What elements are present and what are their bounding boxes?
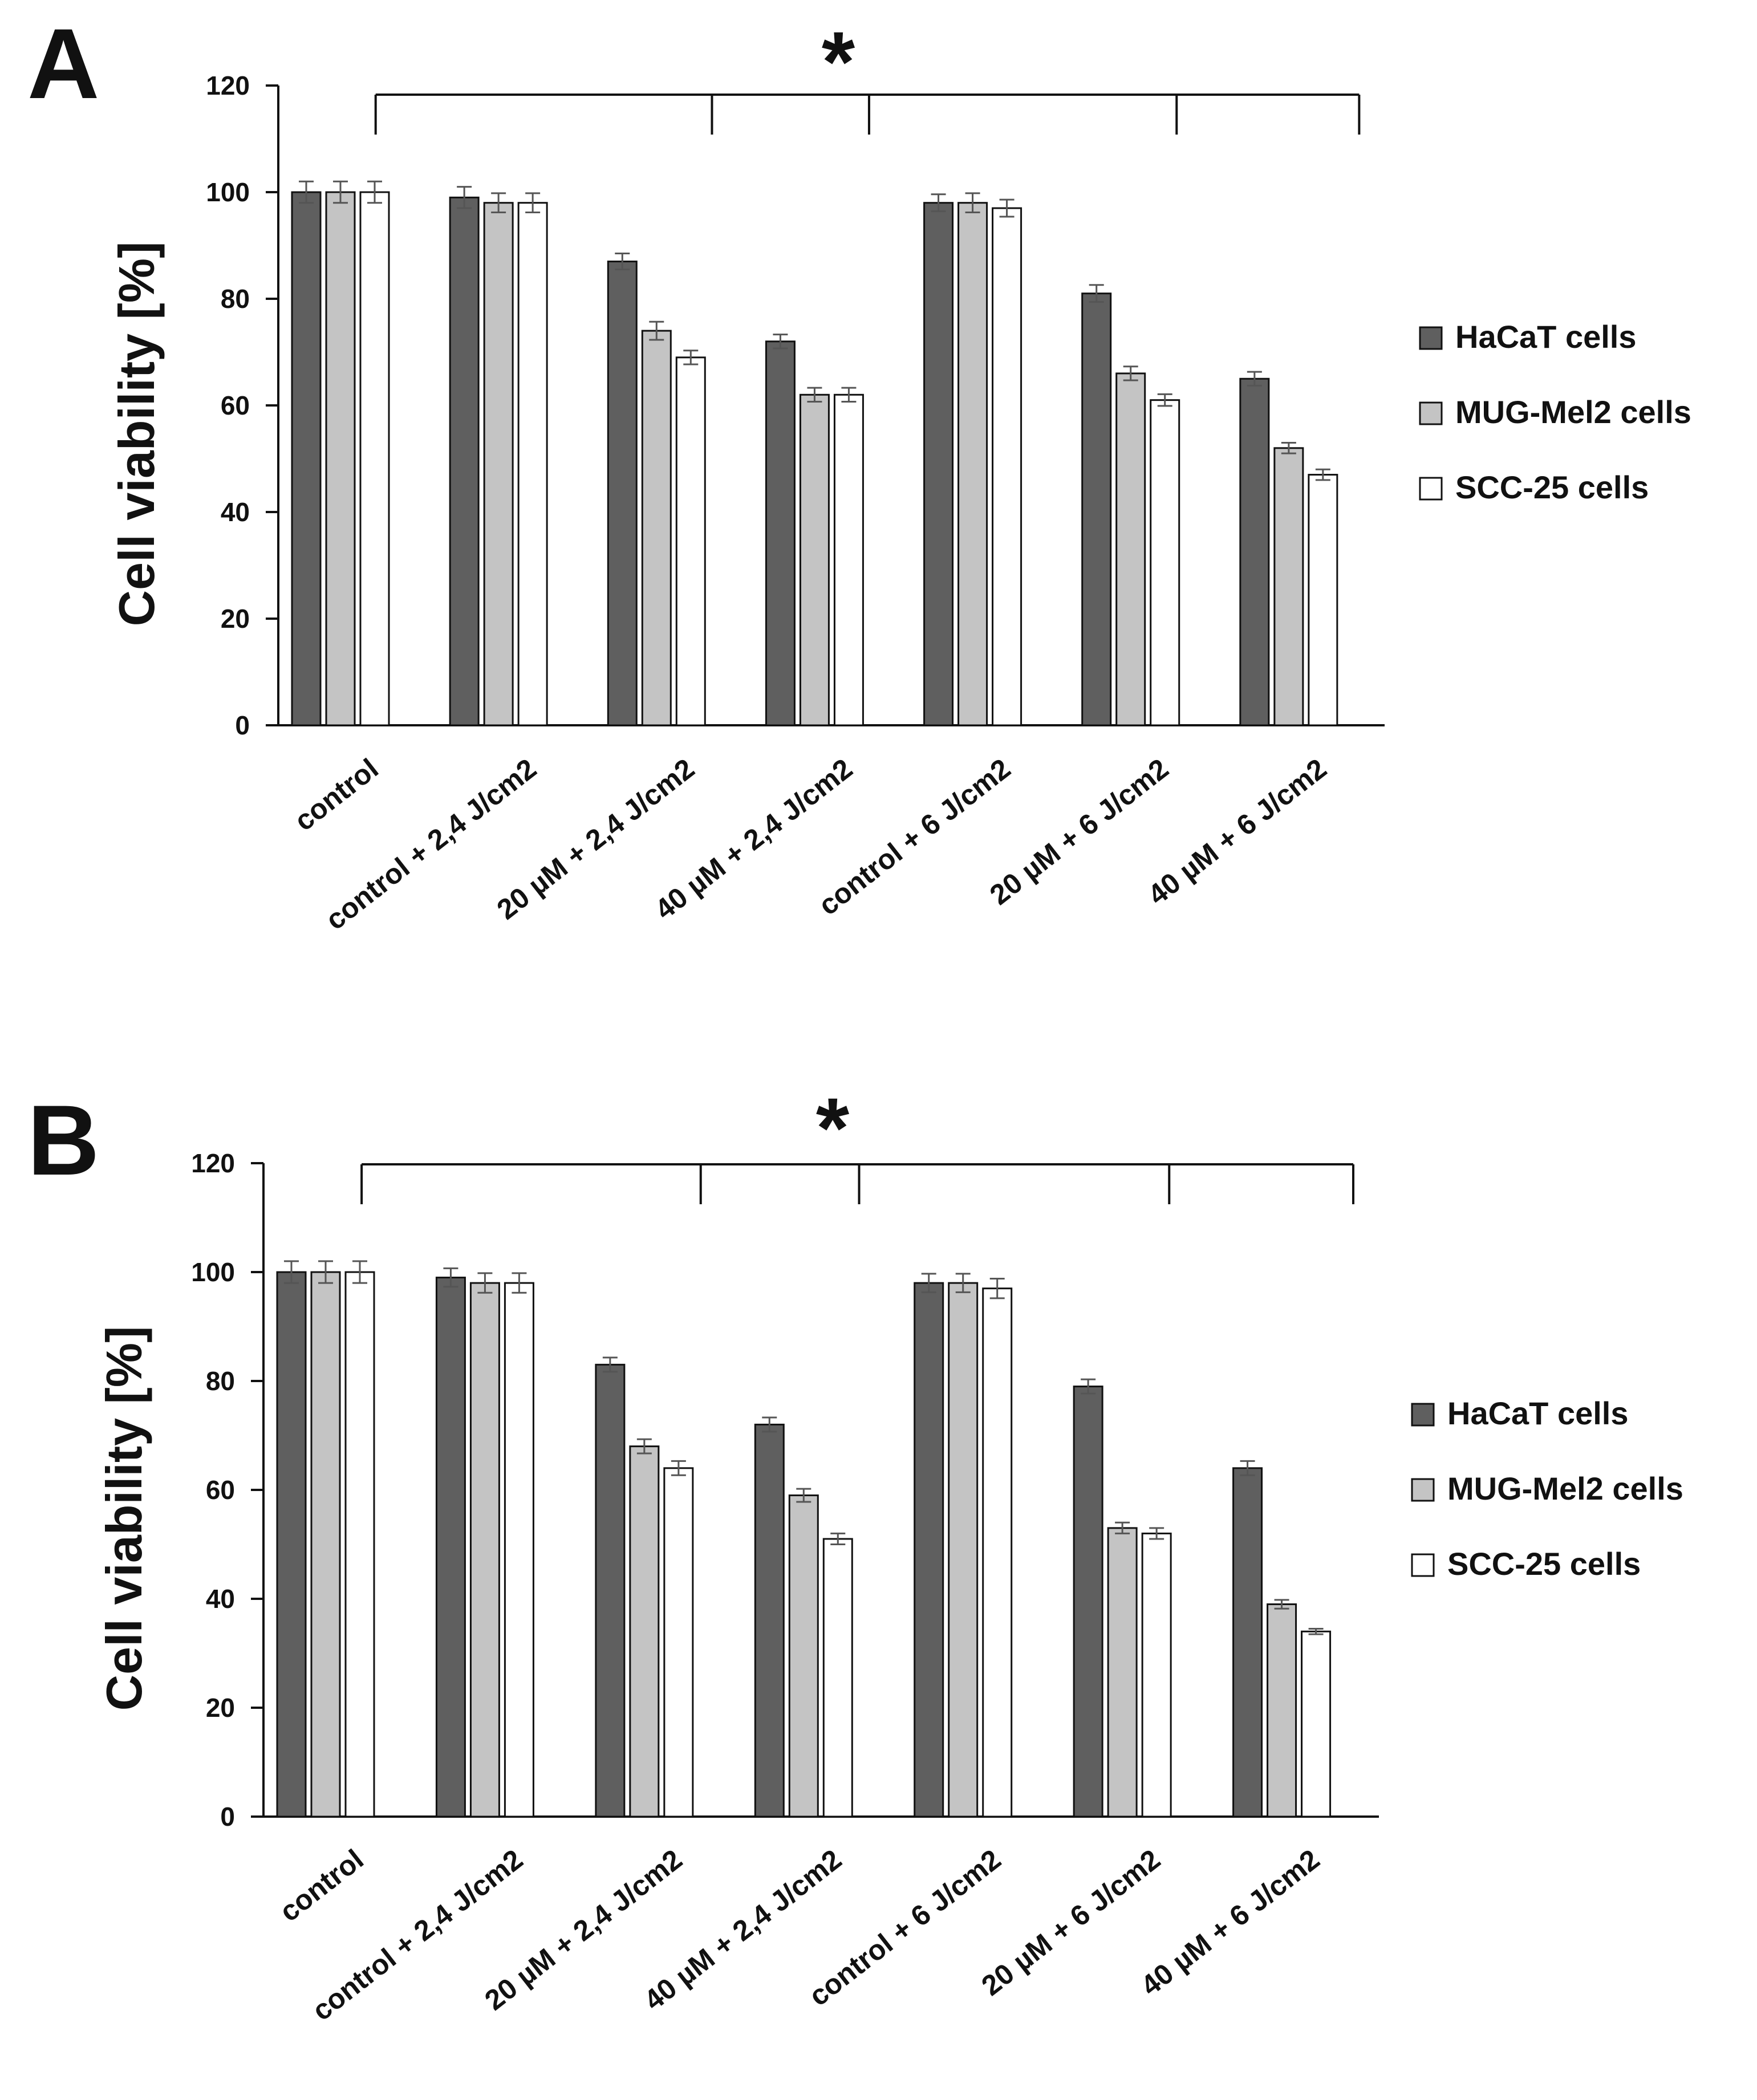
y-tick-label: 120: [206, 71, 250, 100]
bar: [504, 1282, 534, 1818]
bar: [469, 1282, 500, 1818]
y-tick-label: 20: [221, 604, 250, 633]
bar: [344, 1271, 375, 1818]
bar: [833, 393, 864, 726]
bar: [799, 393, 830, 726]
panel-letter: B: [27, 1085, 99, 1196]
bar: [629, 1445, 660, 1818]
category-label: control: [274, 1843, 370, 1928]
bar: [957, 202, 988, 726]
bar: [517, 202, 548, 726]
bar: [982, 1287, 1013, 1818]
bar: [325, 191, 356, 726]
bar: [1308, 474, 1338, 726]
y-tick-label: 40: [206, 1584, 235, 1614]
bar: [291, 191, 322, 726]
bar: [992, 207, 1022, 726]
bar: [449, 196, 480, 726]
bar: [1301, 1630, 1332, 1818]
y-tick-label: 100: [206, 177, 250, 207]
y-tick-label: 80: [221, 284, 250, 314]
legend-label: HaCaT cells: [1447, 1395, 1629, 1431]
bar: [359, 191, 390, 726]
bar: [1115, 372, 1146, 726]
legend-label: SCC-25 cells: [1455, 469, 1649, 505]
panel-a: A 0 20 40 60 80 100 120 Cell viability [%] contro…: [27, 9, 1691, 936]
y-tick-label: 0: [220, 1802, 235, 1831]
bar: [435, 1277, 466, 1818]
y-tick-label: 40: [221, 497, 250, 527]
panel-letter: A: [27, 9, 99, 120]
y-tick-label: 60: [221, 391, 250, 420]
legend-swatch: [1411, 1478, 1435, 1502]
legend-swatch: [1411, 1553, 1435, 1577]
y-axis-label: Cell viability [%]: [96, 1326, 152, 1711]
bar: [1073, 1386, 1103, 1818]
bar: [1081, 293, 1112, 726]
legend-swatch: [1419, 477, 1443, 501]
legend-label: SCC-25 cells: [1447, 1546, 1641, 1582]
bar: [276, 1271, 307, 1818]
bar: [663, 1467, 694, 1818]
bar: [822, 1538, 853, 1818]
legend-label: MUG-Mel2 cells: [1455, 394, 1691, 430]
y-tick-label: 100: [191, 1257, 235, 1287]
bar: [310, 1271, 341, 1818]
legend-label: MUG-Mel2 cells: [1447, 1471, 1683, 1506]
legend-swatch: [1419, 401, 1443, 425]
bar: [1267, 1603, 1297, 1818]
bar: [754, 1423, 785, 1818]
bar: [765, 340, 796, 726]
y-tick-label: 120: [191, 1148, 235, 1178]
bar: [1232, 1467, 1263, 1818]
bar: [788, 1494, 819, 1818]
bar: [923, 202, 954, 726]
bar: [1239, 377, 1270, 726]
bar: [675, 356, 706, 726]
y-axis-label: Cell viability [%]: [108, 242, 165, 627]
significance-asterisk: *: [816, 1080, 850, 1176]
panel-b: B 0 20 40 60 80 100 120 Cell viability [%] contro…: [27, 1080, 1683, 2027]
bar: [607, 261, 638, 726]
category-label: control: [289, 753, 384, 837]
y-tick-label: 20: [206, 1693, 235, 1723]
bar: [1150, 399, 1180, 726]
bar: [948, 1282, 979, 1818]
significance-asterisk: *: [822, 14, 855, 109]
legend-label: HaCaT cells: [1455, 319, 1637, 355]
bar: [914, 1282, 944, 1818]
y-tick-label: 80: [206, 1366, 235, 1396]
bar: [1273, 447, 1304, 726]
legend-swatch: [1419, 326, 1443, 350]
y-tick-label: 60: [206, 1475, 235, 1505]
bar: [595, 1363, 626, 1818]
y-tick-label: 0: [235, 710, 250, 740]
bar: [641, 330, 672, 726]
legend-swatch: [1411, 1403, 1435, 1427]
bar: [1107, 1527, 1138, 1818]
bar: [1141, 1532, 1172, 1818]
bar: [483, 202, 514, 726]
